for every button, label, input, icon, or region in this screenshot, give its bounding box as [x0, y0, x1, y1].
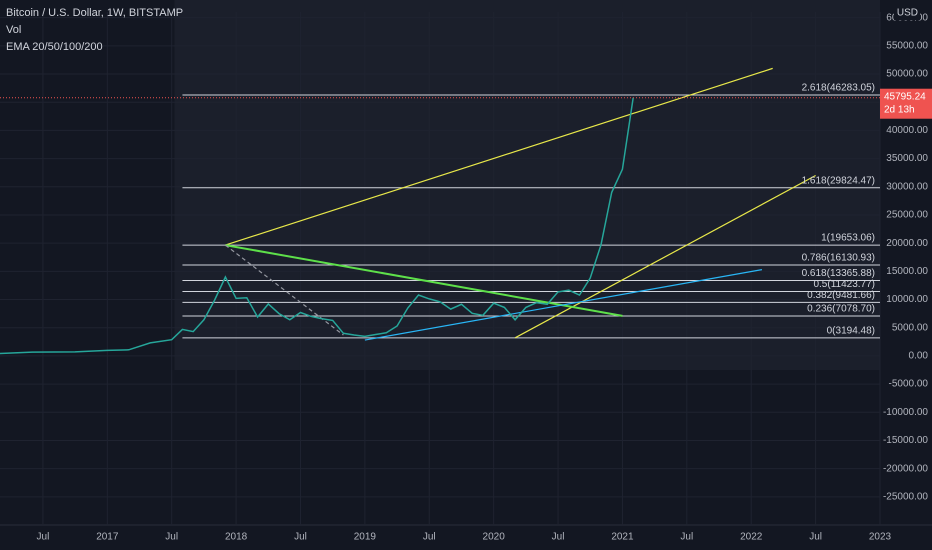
x-tick-label: Jul — [809, 532, 822, 543]
x-tick-label: Jul — [680, 532, 693, 543]
y-tick-label: 50000.00 — [886, 69, 928, 80]
y-tick-label: 20000.00 — [886, 238, 928, 249]
last-price-label: 45795.24 — [884, 91, 926, 102]
price-line — [0, 97, 634, 355]
fib-label: 0.382(9481.66) — [807, 290, 875, 301]
indicator-label: EMA 20/50/100/200 — [6, 41, 103, 53]
fib-label: 2.618(46283.05) — [802, 83, 875, 94]
x-tick-label: 2018 — [225, 532, 248, 543]
currency-label: USD — [897, 8, 918, 19]
x-tick-label: Jul — [423, 532, 436, 543]
x-tick-label: 2023 — [869, 532, 892, 543]
trendline — [514, 174, 816, 339]
y-tick-label: -5000.00 — [889, 379, 929, 390]
fib-label: 0.618(13365.88) — [802, 268, 875, 279]
last-price-box — [880, 88, 932, 119]
y-tick-label: 40000.00 — [886, 125, 928, 136]
highlight-region — [174, 0, 880, 370]
countdown-label: 2d 13h — [884, 104, 915, 115]
fib-label: 0.236(7078.70) — [807, 304, 875, 315]
x-tick-label: 2022 — [740, 532, 763, 543]
y-tick-label: 10000.00 — [886, 294, 928, 305]
fib-label: 0.5(11423.77) — [813, 279, 875, 290]
trendline — [364, 269, 763, 341]
y-tick-label: 55000.00 — [886, 40, 928, 51]
y-tick-label: 15000.00 — [886, 266, 928, 277]
indicator-label: Vol — [6, 24, 21, 36]
y-tick-label: -10000.00 — [883, 407, 928, 418]
y-tick-label: 5000.00 — [892, 322, 929, 333]
y-tick-label: 0.00 — [909, 351, 929, 362]
y-tick-label: -20000.00 — [883, 463, 928, 474]
x-tick-label: 2019 — [354, 532, 377, 543]
currency-box — [894, 6, 920, 20]
y-tick-label: -25000.00 — [883, 491, 928, 502]
y-tick-label: -15000.00 — [883, 435, 928, 446]
x-tick-label: 2020 — [483, 532, 506, 543]
plot-area — [0, 0, 932, 526]
x-tick-label: 2021 — [611, 532, 634, 543]
x-tick-label: Jul — [37, 532, 50, 543]
y-tick-label: 35000.00 — [886, 153, 928, 164]
x-tick-label: 2017 — [96, 532, 119, 543]
fib-label: 1(19653.06) — [821, 233, 875, 244]
trendline — [225, 244, 623, 317]
fib-label: 0(3194.48) — [827, 326, 875, 337]
trendline — [225, 244, 344, 336]
fib-label: 1.618(29824.47) — [802, 175, 875, 186]
x-tick-label: Jul — [294, 532, 307, 543]
x-tick-label: Jul — [165, 532, 178, 543]
x-tick-label: Jul — [552, 532, 565, 543]
chart-title: Bitcoin / U.S. Dollar, 1W, BITSTAMP — [6, 7, 183, 19]
y-tick-label: 30000.00 — [886, 181, 928, 192]
fib-label: 0.786(16130.93) — [802, 253, 875, 264]
y-tick-label: 25000.00 — [886, 210, 928, 221]
